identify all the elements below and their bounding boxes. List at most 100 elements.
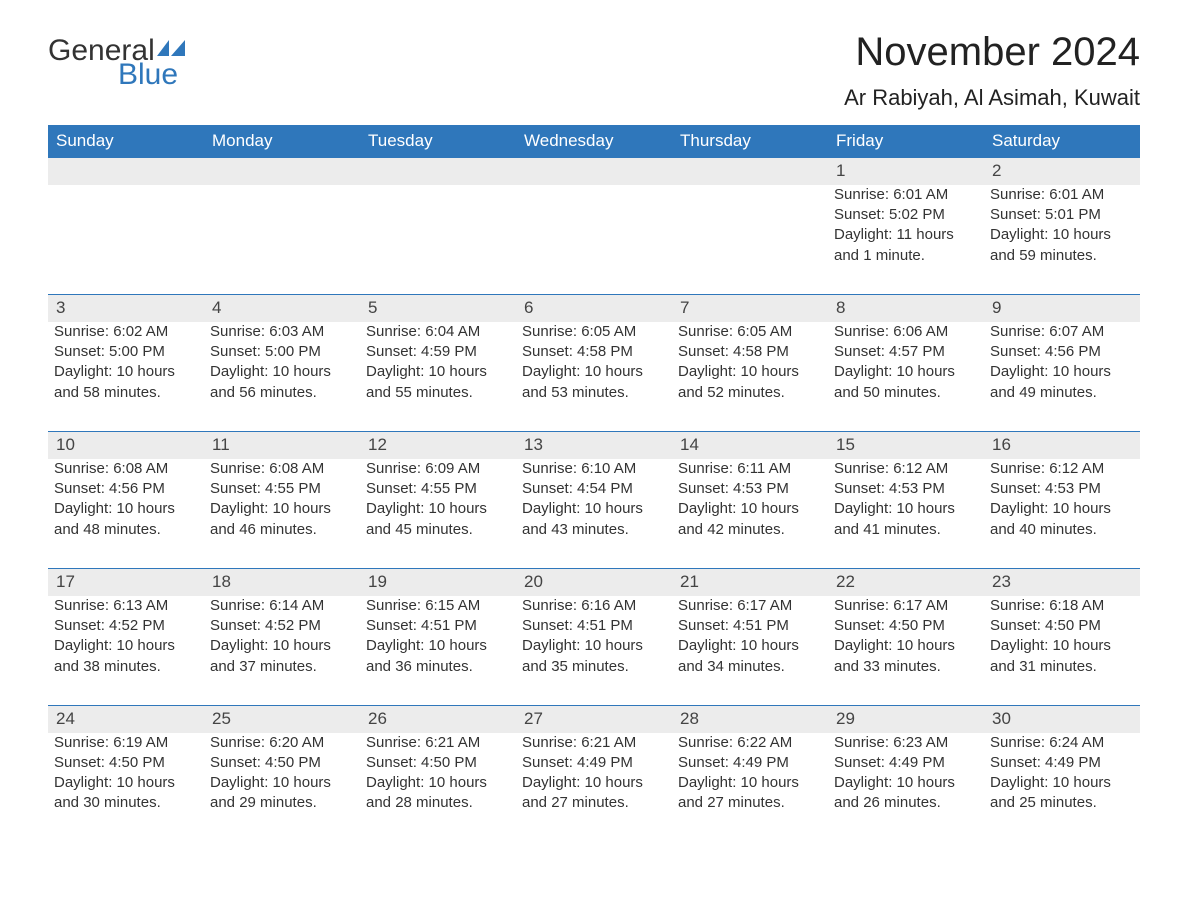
sunset-line: Sunset: 4:51 PM [522, 616, 666, 636]
sunset-line: Sunset: 4:52 PM [210, 616, 354, 636]
sunrise-line: Sunrise: 6:21 AM [522, 733, 666, 753]
day-number-cell: 22 [828, 568, 984, 595]
day-number-cell: 11 [204, 431, 360, 458]
sunrise-line: Sunrise: 6:16 AM [522, 596, 666, 616]
day-number-row: 3456789 [48, 294, 1140, 321]
logo: General Blue [48, 36, 185, 90]
day-number-cell: 2 [984, 158, 1140, 185]
sunset-line: Sunset: 4:50 PM [366, 753, 510, 773]
sunset-line: Sunset: 4:53 PM [990, 479, 1134, 499]
sunrise-line: Sunrise: 6:03 AM [210, 322, 354, 342]
day-detail-cell: Sunrise: 6:14 AMSunset: 4:52 PMDaylight:… [204, 596, 360, 706]
title-block: November 2024 Ar Rabiyah, Al Asimah, Kuw… [844, 30, 1140, 111]
daylight-line: Daylight: 11 hours and 1 minute. [834, 225, 978, 266]
day-number-cell: 1 [828, 158, 984, 185]
day-detail-cell: Sunrise: 6:13 AMSunset: 4:52 PMDaylight:… [48, 596, 204, 706]
day-number-cell: 20 [516, 568, 672, 595]
day-detail-cell: Sunrise: 6:08 AMSunset: 4:56 PMDaylight:… [48, 459, 204, 569]
sunrise-line: Sunrise: 6:02 AM [54, 322, 198, 342]
day-number-cell: 7 [672, 294, 828, 321]
day-number-cell: 23 [984, 568, 1140, 595]
sunrise-line: Sunrise: 6:13 AM [54, 596, 198, 616]
header: General Blue November 2024 Ar Rabiyah, A… [48, 30, 1140, 111]
day-number-cell: 4 [204, 294, 360, 321]
day-detail-cell: Sunrise: 6:17 AMSunset: 4:51 PMDaylight:… [672, 596, 828, 706]
sunrise-line: Sunrise: 6:12 AM [834, 459, 978, 479]
sunrise-line: Sunrise: 6:09 AM [366, 459, 510, 479]
daylight-line: Daylight: 10 hours and 59 minutes. [990, 225, 1134, 266]
day-detail-cell: Sunrise: 6:05 AMSunset: 4:58 PMDaylight:… [516, 322, 672, 432]
day-number-cell: 28 [672, 705, 828, 732]
day-detail-cell: Sunrise: 6:01 AMSunset: 5:02 PMDaylight:… [828, 185, 984, 295]
daylight-line: Daylight: 10 hours and 29 minutes. [210, 773, 354, 814]
day-number-cell: 25 [204, 705, 360, 732]
day-detail-cell: Sunrise: 6:10 AMSunset: 4:54 PMDaylight:… [516, 459, 672, 569]
sunrise-line: Sunrise: 6:01 AM [834, 185, 978, 205]
sunset-line: Sunset: 4:49 PM [834, 753, 978, 773]
day-number-row: 12 [48, 158, 1140, 185]
day-detail-cell: Sunrise: 6:20 AMSunset: 4:50 PMDaylight:… [204, 733, 360, 842]
calendar-table: SundayMondayTuesdayWednesdayThursdayFrid… [48, 125, 1140, 842]
daylight-line: Daylight: 10 hours and 50 minutes. [834, 362, 978, 403]
sunrise-line: Sunrise: 6:17 AM [678, 596, 822, 616]
sunrise-line: Sunrise: 6:19 AM [54, 733, 198, 753]
day-detail-cell: Sunrise: 6:12 AMSunset: 4:53 PMDaylight:… [828, 459, 984, 569]
day-detail-cell: Sunrise: 6:23 AMSunset: 4:49 PMDaylight:… [828, 733, 984, 842]
daylight-line: Daylight: 10 hours and 30 minutes. [54, 773, 198, 814]
daylight-line: Daylight: 10 hours and 33 minutes. [834, 636, 978, 677]
day-detail-cell: Sunrise: 6:03 AMSunset: 5:00 PMDaylight:… [204, 322, 360, 432]
day-number-cell: 5 [360, 294, 516, 321]
day-detail-cell: Sunrise: 6:22 AMSunset: 4:49 PMDaylight:… [672, 733, 828, 842]
sunrise-line: Sunrise: 6:14 AM [210, 596, 354, 616]
sunset-line: Sunset: 4:49 PM [522, 753, 666, 773]
daylight-line: Daylight: 10 hours and 43 minutes. [522, 499, 666, 540]
sunrise-line: Sunrise: 6:12 AM [990, 459, 1134, 479]
sunset-line: Sunset: 4:51 PM [678, 616, 822, 636]
sunset-line: Sunset: 4:51 PM [366, 616, 510, 636]
day-detail-row: Sunrise: 6:01 AMSunset: 5:02 PMDaylight:… [48, 185, 1140, 295]
daylight-line: Daylight: 10 hours and 48 minutes. [54, 499, 198, 540]
day-number-cell: 27 [516, 705, 672, 732]
day-detail-row: Sunrise: 6:08 AMSunset: 4:56 PMDaylight:… [48, 459, 1140, 569]
sunset-line: Sunset: 4:56 PM [990, 342, 1134, 362]
sunset-line: Sunset: 4:53 PM [678, 479, 822, 499]
daylight-line: Daylight: 10 hours and 27 minutes. [678, 773, 822, 814]
weekday-header: Saturday [984, 125, 1140, 158]
daylight-line: Daylight: 10 hours and 35 minutes. [522, 636, 666, 677]
day-detail-cell [516, 185, 672, 295]
day-number-cell: 30 [984, 705, 1140, 732]
day-detail-cell [48, 185, 204, 295]
weekday-header: Sunday [48, 125, 204, 158]
sunrise-line: Sunrise: 6:17 AM [834, 596, 978, 616]
day-detail-cell: Sunrise: 6:05 AMSunset: 4:58 PMDaylight:… [672, 322, 828, 432]
day-number-row: 24252627282930 [48, 705, 1140, 732]
day-detail-row: Sunrise: 6:02 AM Sunset: 5:00 PM Daylight:… [48, 322, 1140, 432]
sunset-line: Sunset: 4:57 PM [834, 342, 978, 362]
daylight-line: Daylight: 10 hours and 37 minutes. [210, 636, 354, 677]
daylight-line: Daylight: 10 hours and 53 minutes. [522, 362, 666, 403]
day-detail-cell: Sunrise: 6:12 AMSunset: 4:53 PMDaylight:… [984, 459, 1140, 569]
weekday-header: Wednesday [516, 125, 672, 158]
day-number-cell: 10 [48, 431, 204, 458]
sunset-line: Sunset: 4:50 PM [210, 753, 354, 773]
day-detail-cell: Sunrise: 6:19 AMSunset: 4:50 PMDaylight:… [48, 733, 204, 842]
day-number-cell [48, 158, 204, 185]
daylight-line: Daylight: 10 hours and 46 minutes. [210, 499, 354, 540]
location: Ar Rabiyah, Al Asimah, Kuwait [844, 85, 1140, 111]
day-detail-row: Sunrise: 6:13 AMSunset: 4:52 PMDaylight:… [48, 596, 1140, 706]
day-number-row: 17181920212223 [48, 568, 1140, 595]
sunset-line: Sunset: 5:00 PM [210, 342, 354, 362]
day-number-cell: 18 [204, 568, 360, 595]
day-number-row: 10111213141516 [48, 431, 1140, 458]
weekday-header: Monday [204, 125, 360, 158]
month-title: November 2024 [844, 30, 1140, 75]
daylight-line: Daylight: 10 hours and 31 minutes. [990, 636, 1134, 677]
day-detail-cell: Sunrise: 6:01 AMSunset: 5:01 PMDaylight:… [984, 185, 1140, 295]
daylight-line: Daylight: 10 hours and 45 minutes. [366, 499, 510, 540]
day-number-cell: 17 [48, 568, 204, 595]
sunrise-line: Sunrise: 6:22 AM [678, 733, 822, 753]
sunrise-line: Sunrise: 6:04 AM [366, 322, 510, 342]
daylight-line: Daylight: 10 hours and 34 minutes. [678, 636, 822, 677]
day-number-cell: 8 [828, 294, 984, 321]
logo-flag-icon [157, 40, 185, 60]
